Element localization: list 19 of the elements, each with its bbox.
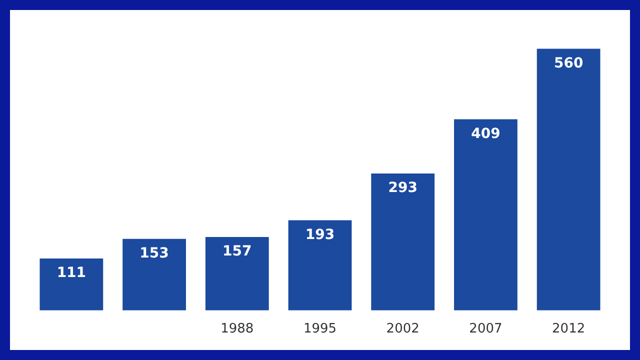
data-label: 153 [140,246,169,262]
data-label: 409 [471,126,500,142]
bar [40,258,104,310]
x-tick-label: 2007 [469,322,502,337]
data-label: 157 [222,244,252,260]
bar [371,173,435,310]
x-tick-label: 1988 [220,322,254,337]
data-label: 193 [305,226,335,243]
data-label: 293 [388,180,418,196]
bar [205,237,269,310]
x-tick-label: 2012 [552,322,586,337]
data-label: 560 [554,55,584,72]
data-label: 111 [56,265,86,282]
bar [122,238,186,310]
x-tick-label: 1995 [303,322,337,337]
bar [288,220,352,310]
bar [454,119,518,310]
bar [536,48,600,310]
x-tick-label: 2002 [386,322,420,337]
